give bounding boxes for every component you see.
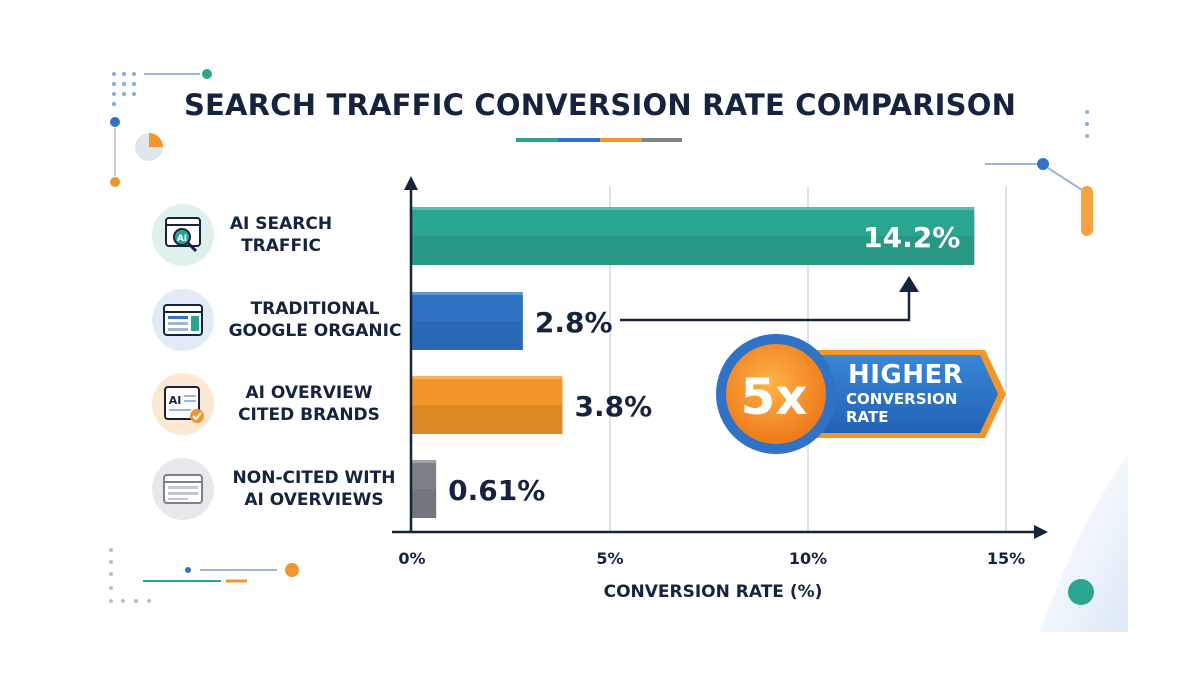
x-tick-label: 0%	[398, 549, 425, 568]
category-label-non-cited: NON-CITED WITH AI OVERVIEWS	[209, 467, 419, 511]
decor-dot-blue	[1037, 158, 1049, 170]
bar-group	[412, 207, 975, 518]
value-label: 2.8%	[535, 306, 613, 339]
decor-dot-blue	[110, 117, 120, 127]
x-tick-label: 10%	[789, 549, 827, 568]
label-line: NON-CITED WITH	[232, 468, 396, 488]
bar-highlight	[412, 207, 975, 210]
decor-dot-teal	[202, 69, 212, 79]
value-label: 14.2%	[863, 221, 960, 254]
bar-highlight	[412, 460, 437, 463]
decor-dot-orange	[110, 177, 120, 187]
badge-multiplier: 5x	[740, 368, 808, 426]
x-axis-arrow	[1034, 525, 1048, 539]
bar-highlight	[412, 292, 523, 295]
corner-wash-decoration	[1040, 455, 1128, 632]
x-tick-label: 5%	[596, 549, 623, 568]
label-line: CITED BRANDS	[238, 405, 380, 425]
tick-labels: 0% 5% 10% 15%	[398, 549, 1025, 568]
comparison-arrow	[620, 276, 919, 322]
bar	[412, 207, 975, 265]
ai-search-icon: AI	[152, 204, 214, 266]
label-line: AI OVERVIEWS	[244, 490, 384, 510]
title-underline	[516, 138, 682, 142]
category-label-ai-search: AI SEARCH TRAFFIC	[176, 213, 386, 257]
x-tick-label: 15%	[987, 549, 1025, 568]
badge-line-1: HIGHER	[848, 360, 964, 390]
svg-text:AI: AI	[169, 394, 182, 407]
bar	[412, 460, 437, 518]
bar	[412, 376, 563, 434]
value-label: 3.8%	[574, 390, 652, 423]
y-axis-arrow	[404, 176, 418, 190]
category-label-traditional-google: TRADITIONAL GOOGLE ORGANIC	[210, 298, 420, 342]
bar-highlight	[412, 376, 563, 379]
bar-shade	[412, 405, 563, 434]
blank-browser-icon	[152, 458, 214, 520]
svg-text:AI: AI	[177, 234, 187, 244]
bar-shade	[412, 236, 975, 265]
label-line: AI SEARCH	[229, 214, 333, 234]
pie-icon	[135, 133, 163, 161]
decor-pill-orange	[1081, 186, 1093, 236]
badge-line-3: RATE	[846, 408, 889, 426]
label-line: AI OVERVIEW	[245, 383, 373, 403]
bar-shade	[412, 489, 437, 518]
badge-line-2-3: CONVERSION RATE	[846, 390, 976, 426]
value-labels: 14.2% 2.8% 3.8% 0.61%	[448, 221, 960, 507]
higher-conversion-badge	[716, 334, 1006, 454]
decor-dot-blue	[185, 567, 191, 573]
decor-dot-orange	[285, 563, 299, 577]
dot-column-decoration-top-right	[1085, 110, 1089, 138]
dot-grid-decoration-top-left	[111, 71, 137, 107]
badge-line-2: CONVERSION	[846, 390, 958, 408]
browser-page-icon	[152, 289, 214, 351]
chart-title: SEARCH TRAFFIC CONVERSION RATE COMPARISO…	[183, 88, 1017, 122]
label-line: GOOGLE ORGANIC	[228, 321, 402, 341]
ai-document-check-icon: AI	[152, 373, 214, 435]
dot-grid-decoration-bottom-left	[109, 548, 151, 603]
value-label: 0.61%	[448, 474, 545, 507]
bar-shade	[412, 321, 523, 350]
decor-line	[1047, 167, 1083, 191]
label-line: TRAFFIC	[241, 236, 321, 256]
label-line: TRADITIONAL	[250, 299, 380, 319]
category-label-ai-overview-cited: AI OVERVIEW CITED BRANDS	[204, 382, 414, 426]
decor-dot-teal-large	[1068, 579, 1094, 605]
bar	[412, 292, 523, 350]
x-axis-title: CONVERSION RATE (%)	[603, 582, 823, 602]
